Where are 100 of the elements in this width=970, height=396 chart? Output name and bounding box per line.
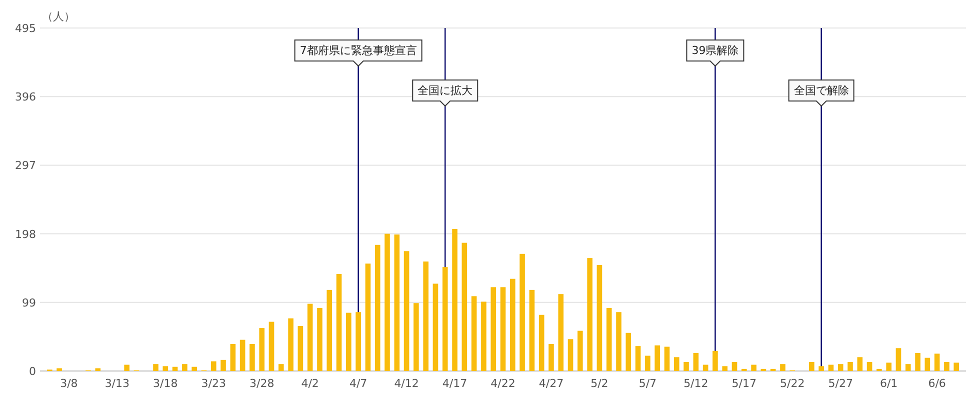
x-tick-label: 3/13 (104, 377, 130, 390)
x-tick-label: 5/27 (828, 377, 853, 390)
x-tick-label: 5/7 (638, 377, 657, 390)
bar (230, 344, 236, 371)
bar (616, 312, 622, 371)
ref-line-label: 全国で解除 (794, 84, 849, 97)
bar (857, 357, 863, 371)
bar (220, 360, 226, 371)
bar (732, 362, 738, 371)
bar (356, 312, 361, 371)
bar (838, 364, 844, 371)
bar (606, 308, 612, 371)
bar (896, 348, 902, 371)
x-tick-label: 3/23 (201, 377, 226, 390)
x-tick-label: 4/2 (301, 377, 319, 390)
bar (568, 339, 574, 371)
bar (384, 234, 390, 371)
bar (828, 364, 834, 371)
bar (442, 267, 448, 371)
bar (278, 364, 284, 371)
ref-line-label: 39県解除 (692, 44, 739, 57)
bar (124, 364, 130, 371)
bar (192, 366, 197, 371)
bar (954, 362, 960, 371)
y-tick-label: 0 (29, 365, 36, 378)
bar (674, 357, 680, 371)
bar (172, 366, 178, 371)
x-tick-label: 3/18 (153, 377, 178, 390)
bar (809, 362, 814, 371)
bar (722, 366, 728, 371)
bar (490, 287, 496, 371)
bar (210, 361, 216, 371)
bar (712, 350, 718, 371)
bar (944, 362, 950, 371)
bar (481, 302, 486, 371)
bar (702, 364, 708, 371)
ref-line-label: 7都府県に緊急事態宣言 (300, 44, 417, 57)
bar (587, 258, 592, 371)
bar (915, 352, 920, 371)
bar (924, 358, 930, 371)
x-tick-label: 4/27 (538, 377, 564, 390)
bar (365, 264, 371, 371)
bar (626, 332, 632, 371)
x-tick-label: 4/12 (394, 377, 419, 390)
bar (462, 242, 468, 371)
bar (317, 308, 322, 371)
bar (452, 228, 458, 371)
y-tick-label: 99 (22, 296, 36, 310)
bar (162, 366, 168, 371)
bar (886, 362, 892, 371)
bar (596, 264, 602, 371)
x-tick-label: 5/22 (780, 377, 805, 390)
bar (240, 340, 246, 371)
bar (905, 364, 911, 371)
bar (471, 296, 477, 371)
ref-line-label: 全国に拡大 (418, 84, 473, 97)
bar (298, 326, 304, 371)
bar (374, 244, 380, 371)
x-tick-label: 5/2 (590, 377, 608, 390)
x-tick-label: 4/22 (490, 377, 516, 390)
x-tick-label: 6/6 (928, 377, 946, 390)
x-tick-label: 3/8 (60, 377, 78, 390)
y-tick-label: 495 (15, 22, 36, 35)
bar (153, 364, 158, 371)
bar (818, 366, 824, 371)
x-tick-label: 4/17 (442, 377, 468, 390)
bar (56, 368, 62, 371)
bar (250, 344, 255, 371)
bar (866, 362, 872, 371)
bar (751, 364, 756, 371)
bar (288, 318, 294, 371)
y-tick-label: 396 (15, 90, 36, 104)
bar (500, 287, 506, 371)
bar (414, 303, 419, 371)
bar (934, 354, 940, 371)
x-tick-label: 4/7 (349, 377, 368, 390)
bar (520, 254, 525, 371)
bar (307, 304, 313, 371)
bar (693, 352, 699, 371)
bar (538, 314, 544, 371)
bar (510, 278, 516, 371)
bar (635, 346, 641, 371)
bar (394, 234, 400, 371)
x-tick-label: 5/17 (732, 377, 756, 390)
y-tick-label: 198 (15, 228, 36, 241)
bar (404, 251, 410, 371)
bar (664, 346, 670, 371)
bar (578, 330, 583, 371)
bar (259, 328, 265, 371)
bar (346, 312, 352, 371)
bar (654, 345, 660, 371)
bar (645, 356, 650, 371)
x-tick-label: 5/12 (684, 377, 708, 390)
bar (548, 344, 554, 371)
y-axis-title: （人） (42, 10, 75, 23)
bar (326, 290, 332, 371)
bar (558, 294, 564, 371)
bar (848, 362, 853, 371)
x-tick-label: 6/1 (880, 377, 898, 390)
bar (336, 274, 342, 371)
